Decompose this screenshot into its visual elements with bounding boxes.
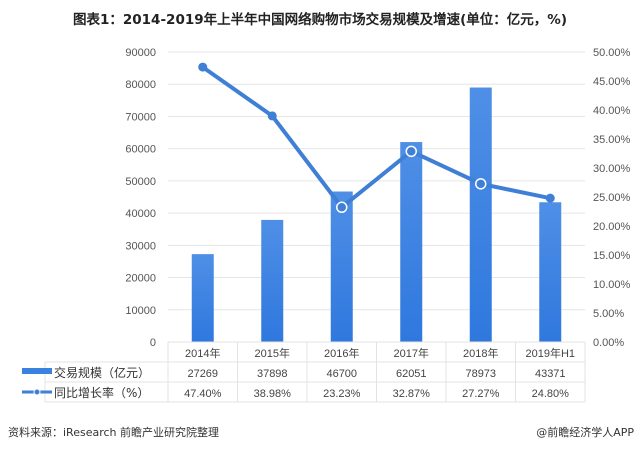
table-cell-volume: 78973 [465, 368, 496, 380]
y-left-tick-label: 60000 [125, 144, 156, 156]
bar [330, 191, 353, 342]
credit: @前瞻经济学人APP [536, 426, 634, 439]
y-left-tick-label: 40000 [125, 208, 156, 220]
y-right-tick-label: 0.00% [593, 337, 624, 349]
y-right-tick-label: 40.00% [593, 105, 631, 117]
line-point [475, 178, 487, 190]
table-cell-growth: 27.27% [462, 388, 500, 400]
growth-line [201, 65, 551, 210]
y-left-tick-label: 50000 [125, 176, 156, 188]
table-cell-volume: 43371 [535, 368, 566, 380]
table-cell-volume: 62051 [396, 368, 427, 380]
legend-bar-label: 交易规模（亿元） [54, 365, 150, 380]
y-left-tick-label: 20000 [125, 273, 156, 285]
table-cell-growth: 32.87% [393, 388, 431, 400]
bar [469, 87, 492, 343]
bar [191, 254, 214, 342]
x-category-label: 2017年 [394, 346, 429, 360]
y-left-tick-label: 10000 [125, 305, 156, 317]
line-point [405, 145, 417, 158]
legend-bar-swatch [22, 368, 52, 374]
source-note: 资料来源：iResearch 前瞻产业研究院整理 [8, 426, 220, 439]
bar [539, 202, 562, 342]
table-cell-growth: 47.40% [184, 388, 222, 400]
table-cell-volume: 37898 [257, 368, 288, 380]
bar [261, 219, 284, 342]
y-right-tick-label: 30.00% [593, 163, 631, 175]
y-right-tick-label: 35.00% [593, 134, 631, 146]
y-right-tick-label: 10.00% [593, 279, 631, 291]
y-left-tick-label: 30000 [125, 240, 156, 252]
y-left-tick-label: 90000 [125, 47, 156, 59]
x-category-label: 2015年 [255, 346, 290, 360]
y-left-tick-label: 0 [150, 337, 156, 349]
line-point [545, 193, 555, 203]
y-right-tick-label: 25.00% [593, 192, 631, 204]
x-category-label: 2018年 [463, 346, 498, 360]
table-cell-volume: 46700 [326, 368, 357, 380]
y-right-tick-label: 5.00% [593, 308, 624, 320]
bar [400, 142, 423, 342]
y-left-tick-label: 70000 [125, 111, 156, 123]
y-right-tick-label: 20.00% [593, 221, 631, 233]
table-cell-growth: 24.80% [532, 388, 570, 400]
legend-line-label: 同比增长率（%） [54, 385, 149, 400]
y-right-tick-label: 50.00% [593, 47, 631, 59]
line-point [198, 62, 208, 72]
table-cell-growth: 38.98% [254, 388, 292, 400]
y-right-tick-label: 45.00% [593, 76, 631, 88]
x-category-label: 2014年 [185, 346, 220, 360]
y-right-tick-label: 15.00% [593, 250, 631, 262]
line-point [336, 201, 348, 214]
chart-title: 图表1：2014-2019年上半年中国网络购物市场交易规模及增速(单位：亿元，%… [72, 12, 567, 28]
x-category-label: 2016年 [324, 346, 359, 360]
y-left-tick-label: 80000 [125, 79, 156, 91]
table-cell-volume: 27269 [187, 368, 218, 380]
line-point [267, 111, 277, 121]
table-cell-growth: 23.23% [323, 388, 361, 400]
x-category-label: 2019年H1 [525, 346, 575, 360]
legend-line-marker [33, 388, 41, 396]
